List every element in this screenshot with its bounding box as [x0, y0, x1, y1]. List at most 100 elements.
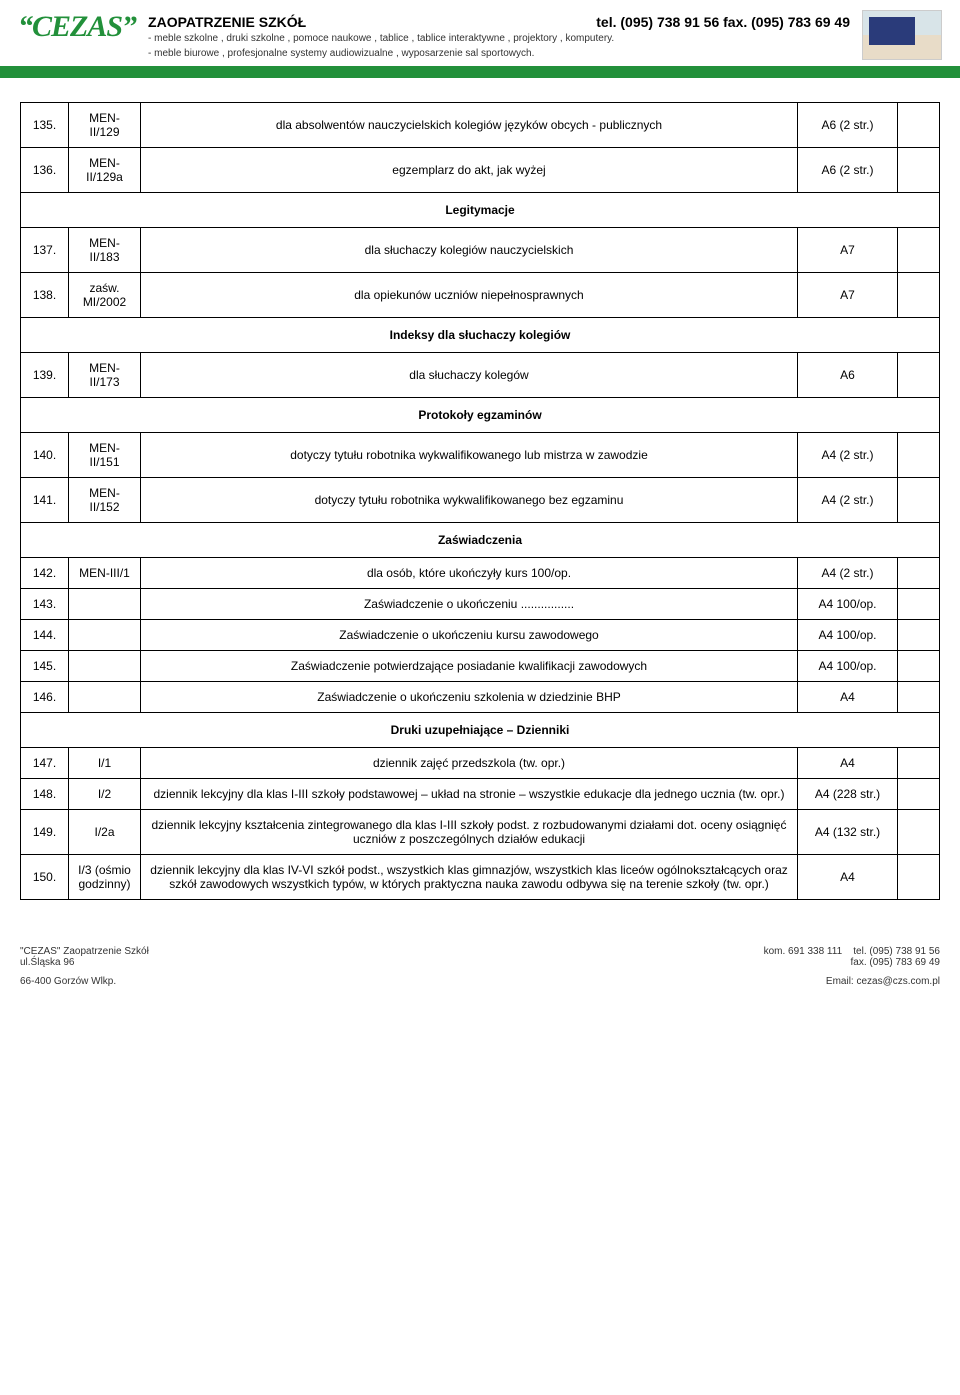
cell-last [898, 273, 940, 318]
cell-num: 140. [21, 433, 69, 478]
cell-code: I/1 [69, 748, 141, 779]
section-header: Druki uzupełniające – Dzienniki [21, 713, 940, 748]
cell-code [69, 589, 141, 620]
cell-last [898, 478, 940, 523]
cell-code: MEN-II/173 [69, 353, 141, 398]
cell-fmt: A7 [798, 228, 898, 273]
footer-city: 66-400 Gorzów Wlkp. [20, 976, 116, 987]
section-header: Indeksy dla słuchaczy kolegiów [21, 318, 940, 353]
cell-desc: dla absolwentów nauczycielskich kolegiów… [141, 103, 798, 148]
table-row: 141.MEN-II/152dotyczy tytułu robotnika w… [21, 478, 940, 523]
cell-fmt: A4 (132 str.) [798, 810, 898, 855]
footer-tel: tel. (095) 738 91 56 [853, 946, 940, 957]
cell-code: I/3 (ośmio godzinny) [69, 855, 141, 900]
cell-num: 150. [21, 855, 69, 900]
cell-num: 139. [21, 353, 69, 398]
header-phone: tel. (095) 738 91 56 fax. (095) 783 69 4… [596, 14, 850, 30]
cell-num: 142. [21, 558, 69, 589]
cell-fmt: A4 (228 str.) [798, 779, 898, 810]
cell-desc: dla opiekunów uczniów niepełnosprawnych [141, 273, 798, 318]
cell-num: 136. [21, 148, 69, 193]
cell-code: MEN-II/129 [69, 103, 141, 148]
table-row: 142.MEN-III/1dla osób, które ukończyły k… [21, 558, 940, 589]
cell-num: 147. [21, 748, 69, 779]
cell-code [69, 620, 141, 651]
cell-num: 145. [21, 651, 69, 682]
cell-fmt: A6 (2 str.) [798, 148, 898, 193]
section-header: Protokoły egzaminów [21, 398, 940, 433]
cell-fmt: A4 100/op. [798, 589, 898, 620]
green-bar [0, 66, 960, 78]
cell-last [898, 433, 940, 478]
cell-code [69, 682, 141, 713]
cell-desc: dla osób, które ukończyły kurs 100/op. [141, 558, 798, 589]
cell-desc: egzemplarz do akt, jak wyżej [141, 148, 798, 193]
cell-desc: dziennik zajęć przedszkola (tw. opr.) [141, 748, 798, 779]
cell-fmt: A7 [798, 273, 898, 318]
table-row: 150.I/3 (ośmio godzinny)dziennik lekcyjn… [21, 855, 940, 900]
cell-code: zaśw. MI/2002 [69, 273, 141, 318]
cell-last [898, 779, 940, 810]
cell-fmt: A4 (2 str.) [798, 433, 898, 478]
cell-code: MEN-II/152 [69, 478, 141, 523]
cell-desc: dotyczy tytułu robotnika wykwalifikowane… [141, 478, 798, 523]
cell-last [898, 103, 940, 148]
cell-fmt: A4 (2 str.) [798, 558, 898, 589]
cell-num: 138. [21, 273, 69, 318]
cell-num: 135. [21, 103, 69, 148]
cell-fmt: A6 [798, 353, 898, 398]
footer-street: ul.Śląska 96 [20, 957, 149, 968]
table-row: 140.MEN-II/151dotyczy tytułu robotnika w… [21, 433, 940, 478]
section-header: Legitymacje [21, 193, 940, 228]
header-sub1: - meble szkolne , druki szkolne , pomoce… [148, 32, 850, 45]
cell-last [898, 620, 940, 651]
cell-code: I/2 [69, 779, 141, 810]
cell-last [898, 855, 940, 900]
header-image [862, 10, 942, 60]
cell-code [69, 651, 141, 682]
cell-num: 149. [21, 810, 69, 855]
cell-num: 146. [21, 682, 69, 713]
cell-desc: dziennik lekcyjny dla klas IV-VI szkół p… [141, 855, 798, 900]
cell-fmt: A4 100/op. [798, 620, 898, 651]
table-row: 139.MEN-II/173dla słuchaczy kolegówA6 [21, 353, 940, 398]
cell-last [898, 558, 940, 589]
cell-code: MEN-II/151 [69, 433, 141, 478]
footer-mobile: kom. 691 338 111 [764, 946, 843, 957]
cell-last [898, 748, 940, 779]
cell-desc: dziennik lekcyjny kształcenia zintegrowa… [141, 810, 798, 855]
footer-bottom: 66-400 Gorzów Wlkp. Email: cezas@czs.com… [0, 972, 960, 1001]
cell-code: MEN-II/129a [69, 148, 141, 193]
cell-desc: dziennik lekcyjny dla klas I-III szkoły … [141, 779, 798, 810]
cell-fmt: A4 100/op. [798, 651, 898, 682]
section-header: Zaświadczenia [21, 523, 940, 558]
cell-num: 141. [21, 478, 69, 523]
page-header: CEZAS ZAOPATRZENIE SZKÓŁ tel. (095) 738 … [0, 0, 960, 64]
cell-last [898, 651, 940, 682]
cell-num: 144. [21, 620, 69, 651]
cell-fmt: A4 [798, 748, 898, 779]
logo: CEZAS [18, 10, 136, 42]
header-title: ZAOPATRZENIE SZKÓŁ [148, 14, 306, 30]
table-row: 138.zaśw. MI/2002dla opiekunów uczniów n… [21, 273, 940, 318]
section-label: Druki uzupełniające – Dzienniki [21, 713, 940, 748]
cell-desc: Zaświadczenie o ukończeniu szkolenia w d… [141, 682, 798, 713]
cell-last [898, 228, 940, 273]
cell-last [898, 148, 940, 193]
section-label: Legitymacje [21, 193, 940, 228]
cell-last [898, 589, 940, 620]
table-row: 147.I/1dziennik zajęć przedszkola (tw. o… [21, 748, 940, 779]
cell-last [898, 682, 940, 713]
cell-num: 148. [21, 779, 69, 810]
table-row: 144.Zaświadczenie o ukończeniu kursu zaw… [21, 620, 940, 651]
section-label: Protokoły egzaminów [21, 398, 940, 433]
table-row: 135.MEN-II/129dla absolwentów nauczyciel… [21, 103, 940, 148]
section-label: Zaświadczenia [21, 523, 940, 558]
table-row: 143.Zaświadczenie o ukończeniu .........… [21, 589, 940, 620]
table-row: 149.I/2adziennik lekcyjny kształcenia zi… [21, 810, 940, 855]
cell-last [898, 810, 940, 855]
section-label: Indeksy dla słuchaczy kolegiów [21, 318, 940, 353]
table-row: 145.Zaświadczenie potwierdzające posiada… [21, 651, 940, 682]
table-row: 148.I/2dziennik lekcyjny dla klas I-III … [21, 779, 940, 810]
table-row: 146. Zaświadczenie o ukończeniu szkolenia… [21, 682, 940, 713]
